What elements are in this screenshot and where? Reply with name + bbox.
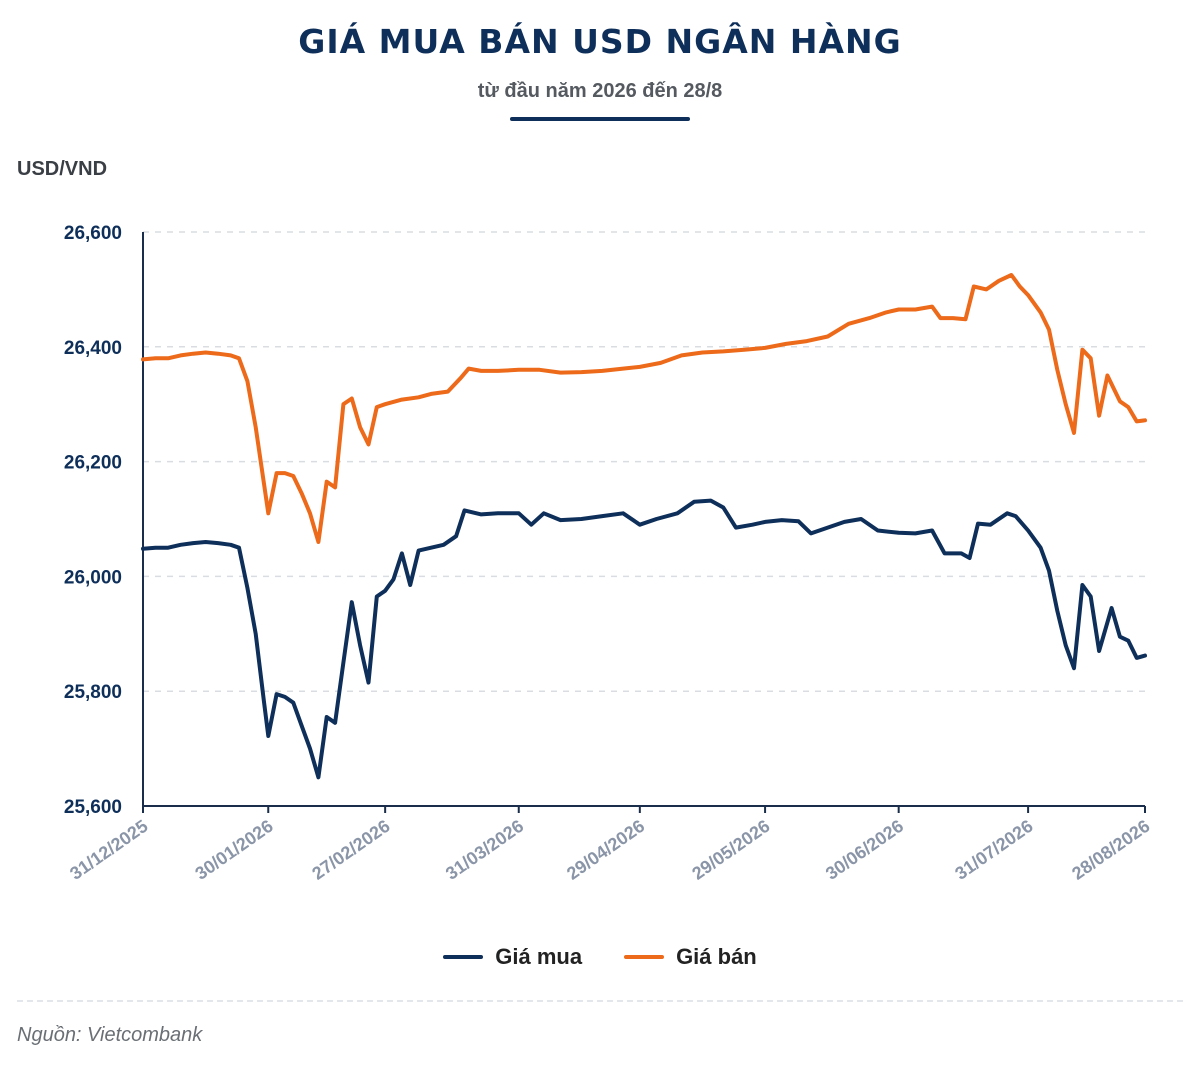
legend-swatch-buy <box>443 955 484 959</box>
x-tick-label: 31/03/2026 <box>442 816 527 884</box>
legend-item-sell[interactable]: Giá bán <box>624 944 757 970</box>
x-tick-label: 31/07/2026 <box>951 816 1036 884</box>
legend-swatch-sell <box>624 955 665 959</box>
legend-label-sell: Giá bán <box>676 944 757 969</box>
x-tick-label: 28/08/2026 <box>1068 816 1153 884</box>
y-tick-label: 26,200 <box>64 453 122 474</box>
series-line-sell <box>141 273 1147 544</box>
legend-item-buy[interactable]: Giá mua <box>443 944 582 970</box>
footer-divider <box>17 1000 1183 1002</box>
x-tick-label: 31/12/2025 <box>66 816 151 884</box>
chart-subtitle: từ đầu năm 2026 đến 28/8 <box>477 80 723 102</box>
y-tick-label: 26,000 <box>64 567 122 588</box>
y-axis-unit-label: USD/VND <box>17 158 108 180</box>
y-tick-label: 25,600 <box>64 797 122 818</box>
chart-title: GIÁ MUA BÁN USD NGÂN HÀNG <box>298 22 902 61</box>
title-underline <box>510 117 690 121</box>
series-line-buy <box>141 498 1147 780</box>
y-tick-labels: 25,600 25,800 26,000 26,200 26,400 26,600 <box>64 223 122 818</box>
y-tick-label: 26,600 <box>64 223 122 244</box>
line-chart: 25,600 25,800 26,000 26,200 26,400 26,600 31/… <box>64 223 1154 884</box>
x-tick-label: 29/04/2026 <box>563 816 648 884</box>
series-lines <box>141 273 1147 780</box>
x-tick-label: 30/01/2026 <box>191 816 276 884</box>
source-note: Nguồn: Vietcombank <box>17 1024 203 1046</box>
axes <box>142 232 1146 813</box>
y-tick-label: 26,400 <box>64 338 122 359</box>
grid-lines <box>143 231 1145 692</box>
x-tick-labels: 31/12/2025 30/01/2026 27/02/2026 31/03/2026… <box>66 816 1153 884</box>
x-tick-label: 30/06/2026 <box>822 816 907 884</box>
x-tick-label: 29/05/2026 <box>688 816 773 884</box>
legend-label-buy: Giá mua <box>495 944 583 969</box>
x-tick-label: 27/02/2026 <box>308 816 393 884</box>
chart-legend: Giá mua Giá bán <box>0 944 1200 970</box>
y-tick-label: 25,800 <box>64 682 122 703</box>
